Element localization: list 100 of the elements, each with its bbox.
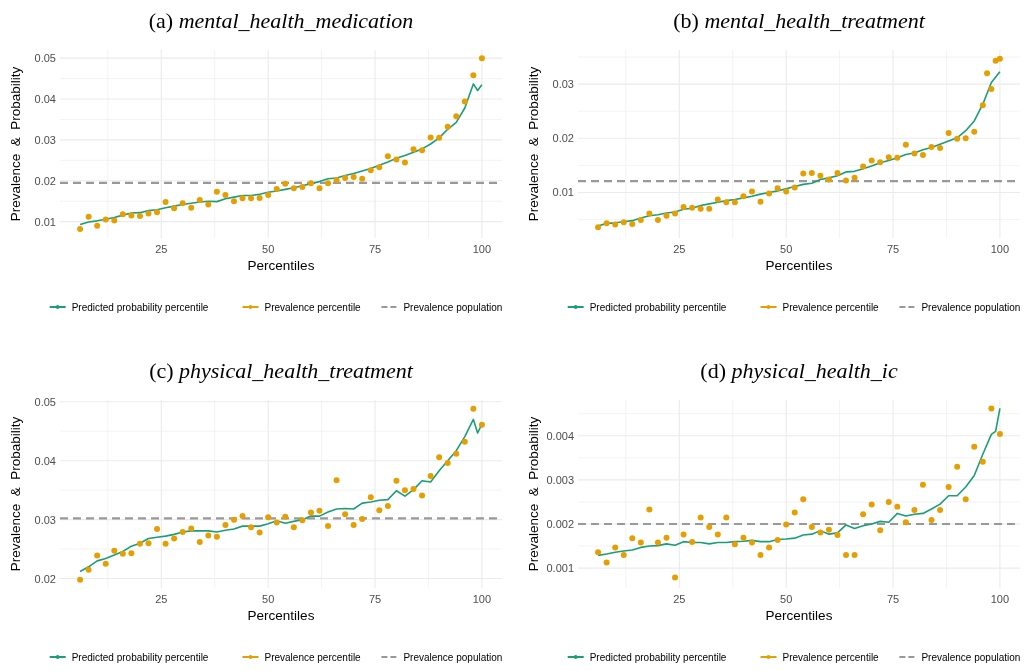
point xyxy=(222,192,229,199)
point xyxy=(136,212,143,219)
point xyxy=(171,205,178,212)
point xyxy=(595,549,602,556)
point xyxy=(205,532,212,539)
point xyxy=(620,551,627,558)
point xyxy=(419,147,426,154)
point xyxy=(85,213,92,220)
x-axis-title: Percentiles xyxy=(765,608,833,623)
point xyxy=(629,535,636,542)
point xyxy=(128,550,135,557)
point xyxy=(637,539,644,546)
point xyxy=(672,574,679,581)
point xyxy=(145,540,152,547)
point xyxy=(689,539,696,546)
point xyxy=(282,180,289,187)
point xyxy=(603,220,610,227)
point xyxy=(731,541,738,548)
point xyxy=(672,210,679,217)
point xyxy=(663,212,670,219)
point xyxy=(325,180,332,187)
point xyxy=(478,421,485,428)
y-tick-label: 0.05 xyxy=(34,52,56,65)
point xyxy=(419,492,426,499)
point xyxy=(740,534,747,541)
point xyxy=(654,217,661,224)
point xyxy=(860,511,867,518)
point xyxy=(248,524,255,531)
line-series xyxy=(597,407,1001,557)
point xyxy=(954,463,961,470)
point xyxy=(885,498,892,505)
point xyxy=(971,128,978,135)
point xyxy=(834,532,841,539)
point xyxy=(188,204,195,211)
x-tick-label: 100 xyxy=(990,593,1010,605)
point xyxy=(119,550,126,557)
point xyxy=(316,185,323,192)
point xyxy=(393,156,400,163)
point xyxy=(265,192,272,199)
point xyxy=(757,198,764,205)
point xyxy=(119,211,126,218)
point xyxy=(393,477,400,484)
point xyxy=(979,458,986,465)
point xyxy=(376,164,383,171)
point xyxy=(911,150,918,157)
point xyxy=(868,157,875,164)
point xyxy=(162,199,169,206)
point xyxy=(290,524,297,531)
point xyxy=(136,540,143,547)
y-axis-title: Prevalence & Probability xyxy=(8,66,23,222)
x-tick-label: 75 xyxy=(886,243,900,255)
legend-label: Prevalence population xyxy=(403,651,503,663)
point xyxy=(962,496,969,503)
point xyxy=(714,196,721,203)
point xyxy=(77,576,84,583)
y-tick-label: 0.02 xyxy=(34,174,56,187)
point xyxy=(791,184,798,191)
y-tick-label: 0.003 xyxy=(546,473,574,486)
chart-title: (d) physical_health_ic xyxy=(700,358,898,383)
point xyxy=(783,521,790,528)
point xyxy=(731,199,738,206)
point xyxy=(800,496,807,503)
point xyxy=(945,483,952,490)
point xyxy=(984,70,991,77)
point xyxy=(444,123,451,130)
chart-title: (b) mental_health_treatment xyxy=(673,8,926,33)
point xyxy=(205,201,212,208)
point xyxy=(851,174,858,181)
point xyxy=(877,527,884,534)
point xyxy=(714,531,721,538)
point xyxy=(783,188,790,195)
point xyxy=(162,540,169,547)
x-tick-label: 50 xyxy=(780,243,793,255)
y-axis-title: Prevalence & Probability xyxy=(8,416,23,572)
chart-title: (a) mental_health_medication xyxy=(148,8,414,33)
point xyxy=(911,506,918,513)
point xyxy=(928,143,935,150)
point xyxy=(94,222,101,229)
point xyxy=(230,516,237,523)
y-tick-label: 0.04 xyxy=(34,454,56,467)
point xyxy=(265,514,272,521)
y-tick-label: 0.04 xyxy=(34,93,56,106)
point xyxy=(748,539,755,546)
point xyxy=(333,477,340,484)
point xyxy=(902,141,909,148)
x-tick-label: 50 xyxy=(780,593,793,605)
point xyxy=(629,220,636,227)
point xyxy=(273,519,280,526)
y-tick-label: 0.004 xyxy=(546,429,574,442)
point xyxy=(213,188,220,195)
x-tick-label: 100 xyxy=(472,243,492,255)
x-tick-label: 100 xyxy=(472,593,492,605)
point xyxy=(791,509,798,516)
x-tick-label: 75 xyxy=(368,243,382,255)
point xyxy=(213,533,220,540)
point xyxy=(401,159,408,166)
point xyxy=(470,405,477,412)
point xyxy=(808,524,815,531)
x-tick-label: 25 xyxy=(673,243,686,255)
point xyxy=(179,200,186,207)
